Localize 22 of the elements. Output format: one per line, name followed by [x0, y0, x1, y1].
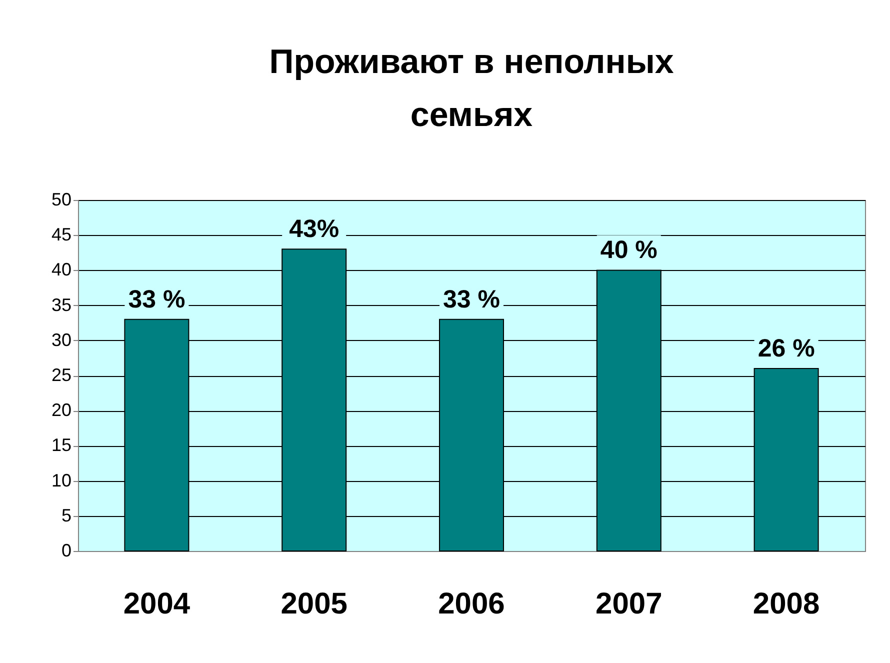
- y-tick-label: 5: [61, 505, 72, 526]
- data-label: 43%: [289, 215, 340, 244]
- x-tick-label: 2007: [596, 588, 662, 620]
- x-tick-label: 2005: [280, 588, 348, 620]
- y-tick-label: 40: [51, 260, 72, 280]
- y-tick-label: 20: [51, 400, 72, 420]
- y-tick-label: 25: [51, 365, 72, 385]
- x-tick-label: 2008: [752, 588, 820, 620]
- x-tick-label: 2006: [438, 588, 505, 620]
- y-tick-label: 0: [61, 540, 72, 560]
- data-label: 33 %: [443, 285, 500, 314]
- x-tick-label: 2004: [123, 588, 190, 620]
- data-label: 40 %: [600, 236, 658, 264]
- data-label: 33 %: [128, 285, 186, 314]
- data-label: 26 %: [758, 334, 815, 362]
- y-tick-label: 15: [51, 435, 72, 456]
- y-tick-label: 35: [51, 294, 72, 315]
- y-tick-label: 50: [51, 190, 72, 210]
- y-tick-label: 10: [51, 470, 72, 490]
- y-tick-label: 30: [51, 330, 72, 350]
- y-tick-label: 45: [51, 224, 72, 245]
- chart-title: Проживают в неполных семьях: [269, 43, 674, 134]
